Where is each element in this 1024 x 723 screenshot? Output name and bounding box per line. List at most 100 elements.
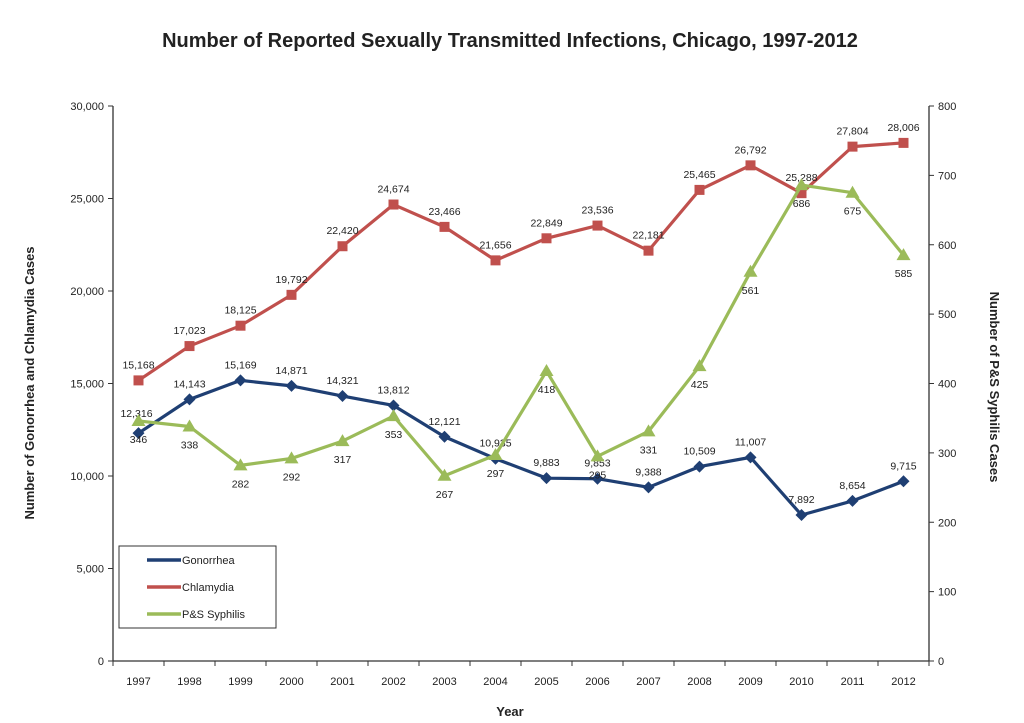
chlamydia-point bbox=[847, 141, 858, 152]
p-s-syphilis-data-label: 267 bbox=[436, 489, 454, 501]
chlamydia-data-label: 15,168 bbox=[122, 359, 154, 371]
p-s-syphilis-point bbox=[896, 248, 911, 261]
chlamydia-point bbox=[184, 341, 195, 352]
gonorrhea-data-label: 13,812 bbox=[377, 384, 409, 396]
y2-tick-label: 200 bbox=[938, 517, 956, 529]
p-s-syphilis-data-label: 295 bbox=[589, 469, 607, 481]
gonorrhea-point bbox=[744, 451, 757, 464]
x-tick-label: 2010 bbox=[789, 676, 813, 688]
p-s-syphilis-data-label: 338 bbox=[181, 440, 199, 452]
gonorrhea-point bbox=[591, 472, 604, 485]
x-tick-label: 2002 bbox=[381, 676, 405, 688]
chlamydia-line bbox=[137, 141, 904, 382]
chlamydia-point bbox=[286, 289, 297, 300]
y2-tick-label: 400 bbox=[938, 379, 956, 391]
chlamydia-data-label: 22,420 bbox=[326, 225, 358, 237]
y-axis-label: Number of Gonorrhea and Chlamydia Cases bbox=[22, 246, 37, 519]
x-tick-label: 2003 bbox=[432, 676, 456, 688]
chlamydia-point bbox=[643, 245, 654, 256]
chlamydia-data-label: 23,536 bbox=[581, 205, 613, 217]
gonorrhea-line bbox=[137, 378, 905, 517]
gonorrhea-data-label: 12,316 bbox=[120, 408, 152, 420]
chlamydia-data-label: 28,006 bbox=[887, 122, 919, 134]
p-s-syphilis-point bbox=[488, 447, 503, 460]
y2-tick-label: 500 bbox=[938, 309, 956, 321]
x-tick-label: 1998 bbox=[177, 676, 201, 688]
y2-tick-label: 100 bbox=[938, 587, 956, 599]
gonorrhea-point bbox=[846, 494, 859, 507]
gonorrhea-data-label: 9,883 bbox=[533, 457, 559, 469]
gonorrhea-data-label: 7,892 bbox=[788, 494, 814, 506]
chlamydia-data-label: 22,181 bbox=[632, 230, 664, 242]
chlamydia-data-label: 17,023 bbox=[173, 325, 205, 337]
chlamydia-point bbox=[133, 375, 144, 386]
chlamydia-data-label: 19,792 bbox=[275, 274, 307, 286]
series-gonorrhea: 12,316 14,143 15,169 14,871 14,321 13,812 12,1… bbox=[120, 359, 917, 521]
p-s-syphilis-point bbox=[386, 409, 401, 422]
p-s-syphilis-point bbox=[641, 424, 656, 437]
p-s-syphilis-data-label: 675 bbox=[844, 206, 862, 218]
chlamydia-point bbox=[898, 137, 909, 148]
p-s-syphilis-data-label: 686 bbox=[793, 198, 811, 210]
legend-entry: P&S Syphilis bbox=[182, 609, 245, 621]
p-s-syphilis-point bbox=[743, 264, 758, 277]
chlamydia-point bbox=[796, 188, 807, 199]
y2-tick-label: 0 bbox=[938, 656, 944, 668]
chlamydia-data-label: 25,288 bbox=[785, 172, 817, 184]
y2-tick-label: 600 bbox=[938, 240, 956, 252]
x-tick-label: 2008 bbox=[687, 676, 711, 688]
x-tick-label: 2005 bbox=[534, 676, 558, 688]
p-s-syphilis-point bbox=[182, 419, 197, 432]
x-axis-label: Year bbox=[496, 704, 523, 719]
gonorrhea-point bbox=[897, 475, 910, 488]
y2-tick-label: 700 bbox=[938, 170, 956, 182]
p-s-syphilis-data-label: 353 bbox=[385, 429, 403, 441]
gonorrhea-data-label: 11,007 bbox=[735, 436, 766, 448]
y-tick-label: 20,000 bbox=[70, 286, 104, 298]
p-s-syphilis-point bbox=[692, 359, 707, 372]
p-s-syphilis-point bbox=[590, 449, 605, 462]
gonorrhea-data-label: 15,169 bbox=[224, 359, 256, 371]
p-s-syphilis-data-label: 331 bbox=[640, 444, 658, 456]
gonorrhea-point bbox=[642, 481, 655, 494]
chart-title: Number of Reported Sexually Transmitted … bbox=[162, 30, 858, 52]
chlamydia-data-label: 22,849 bbox=[530, 217, 562, 229]
y-tick-label: 30,000 bbox=[70, 101, 104, 113]
gonorrhea-point bbox=[540, 472, 553, 485]
chlamydia-data-label: 27,804 bbox=[836, 126, 868, 138]
p-s-syphilis-point bbox=[131, 413, 146, 426]
x-tick-label: 2004 bbox=[483, 676, 507, 688]
chlamydia-data-label: 26,792 bbox=[734, 144, 766, 156]
p-s-syphilis-data-label: 561 bbox=[742, 285, 760, 297]
p-s-syphilis-point bbox=[794, 178, 809, 191]
p-s-syphilis-point bbox=[539, 364, 554, 377]
p-s-syphilis-data-label: 425 bbox=[691, 379, 709, 391]
gonorrhea-point bbox=[693, 460, 706, 473]
gonorrhea-point bbox=[132, 427, 145, 440]
y2-tick-label: 800 bbox=[938, 101, 956, 113]
gonorrhea-data-label: 12,121 bbox=[428, 416, 460, 428]
p-s-syphilis-data-label: 418 bbox=[538, 384, 556, 396]
chlamydia-data-label: 24,674 bbox=[377, 184, 409, 196]
chlamydia-data-label: 18,125 bbox=[224, 305, 256, 317]
chlamydia-point bbox=[694, 184, 705, 195]
p-s-syphilis-point bbox=[845, 185, 860, 198]
x-tick-label: 2006 bbox=[585, 676, 609, 688]
gonorrhea-data-label: 14,143 bbox=[173, 378, 205, 390]
y2-tick-label: 300 bbox=[938, 448, 956, 460]
p-s-syphilis-data-label: 585 bbox=[895, 268, 913, 280]
gonorrhea-point bbox=[285, 379, 298, 392]
chlamydia-point bbox=[490, 255, 501, 266]
p-s-syphilis-point bbox=[233, 458, 248, 471]
chlamydia-data-label: 21,656 bbox=[479, 239, 511, 251]
legend-entry: Chlamydia bbox=[182, 582, 235, 594]
gonorrhea-data-label: 9,388 bbox=[635, 466, 661, 478]
x-tick-label: 2007 bbox=[636, 676, 660, 688]
gonorrhea-data-label: 9,715 bbox=[890, 460, 916, 472]
y2-axis-label: Number of P&S Syphilis Cases bbox=[987, 292, 1002, 483]
gonorrhea-point bbox=[795, 508, 808, 521]
gonorrhea-data-label: 8,654 bbox=[839, 480, 865, 492]
chlamydia-point bbox=[439, 221, 450, 232]
chlamydia-point bbox=[541, 233, 552, 244]
